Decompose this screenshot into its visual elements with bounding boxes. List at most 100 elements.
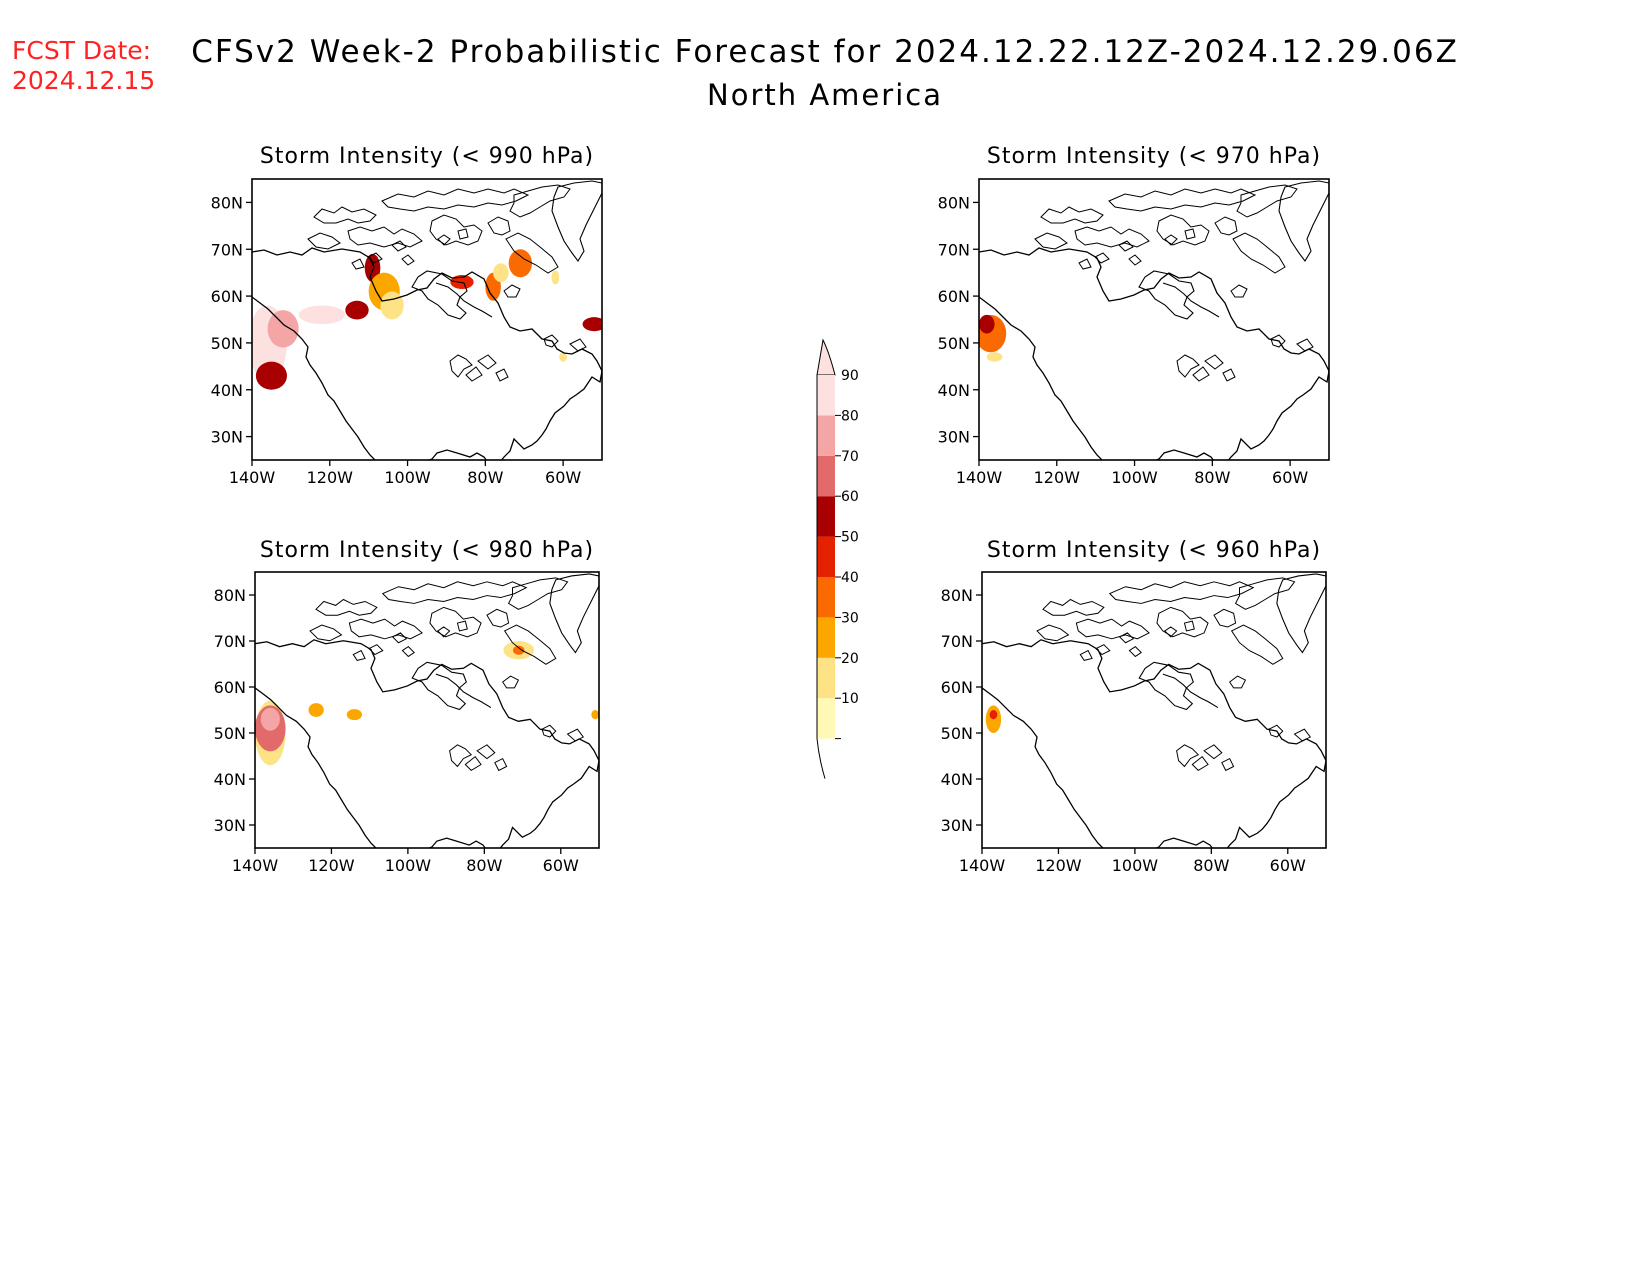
colorbar-label: 20 bbox=[841, 651, 859, 667]
lon-tick-label: 120W bbox=[307, 468, 354, 487]
probability-shading bbox=[255, 705, 286, 752]
map-frame bbox=[981, 571, 1327, 849]
probability-shading bbox=[513, 645, 525, 655]
lon-tick-label: 60W bbox=[545, 468, 581, 487]
probability-shading bbox=[252, 305, 287, 381]
lat-tick-label: 60N bbox=[214, 678, 246, 697]
lat-tick-label: 80N bbox=[941, 586, 973, 605]
lon-tick-label: 120W bbox=[1035, 856, 1082, 875]
fcst-label: FCST Date: bbox=[12, 36, 152, 65]
colorbar: 10 20 30 40 50 60 70 80 90 bbox=[816, 338, 859, 779]
lon-tick-label: 120W bbox=[308, 856, 355, 875]
lon-tick-label: 60W bbox=[543, 856, 579, 875]
lat-tick-label: 70N bbox=[211, 240, 243, 259]
colorbar-bottom-cap bbox=[816, 738, 826, 779]
lat-tick-label: 80N bbox=[938, 193, 970, 212]
map-frame bbox=[251, 178, 603, 461]
map-panel: Storm Intensity (< 970 hPa) 80N 70N 60N 50N 4… bbox=[938, 144, 1330, 487]
probability-shading bbox=[380, 291, 404, 320]
lat-tick-label: 70N bbox=[938, 240, 970, 259]
probability-shading bbox=[582, 317, 602, 332]
lat-tick-label: 30N bbox=[941, 816, 973, 835]
probability-shading bbox=[986, 352, 1003, 362]
panel-title: Storm Intensity (< 960 hPa) bbox=[987, 538, 1321, 563]
probability-shading bbox=[979, 314, 995, 334]
probability-shading bbox=[989, 710, 998, 720]
probability-shading bbox=[450, 275, 474, 290]
colorbar-label: 30 bbox=[841, 610, 859, 626]
colorbar-label: 60 bbox=[841, 489, 859, 505]
map-panel: Storm Intensity (< 990 hPa) 80N 70N 60N 50N 4… bbox=[211, 144, 603, 487]
map-frame bbox=[978, 178, 1330, 461]
probability-shading bbox=[979, 314, 1007, 353]
probability-shading bbox=[346, 709, 363, 721]
colorbar-swatch bbox=[817, 577, 835, 618]
colorbar-label: 40 bbox=[841, 570, 859, 586]
probability-shading bbox=[345, 300, 369, 320]
colorbar-label: 90 bbox=[841, 368, 859, 384]
probability-shading bbox=[503, 641, 535, 660]
coastline bbox=[255, 573, 599, 848]
coastline bbox=[979, 180, 1329, 460]
map-panel: Storm Intensity (< 980 hPa) 80N 70N 60N 50N 4… bbox=[214, 538, 600, 875]
lat-tick-label: 40N bbox=[941, 770, 973, 789]
colorbar-swatch bbox=[817, 698, 835, 739]
lat-tick-label: 50N bbox=[938, 334, 970, 353]
map-panel: Storm Intensity (< 960 hPa) 80N 70N 60N 50N 4… bbox=[941, 538, 1327, 875]
lat-tick-label: 80N bbox=[211, 193, 243, 212]
lon-tick-label: 140W bbox=[229, 468, 276, 487]
probability-shading bbox=[298, 305, 346, 325]
probability-shading bbox=[255, 361, 287, 390]
lat-tick-label: 60N bbox=[938, 287, 970, 306]
colorbar-swatch bbox=[817, 415, 835, 456]
lon-tick-label: 100W bbox=[1111, 468, 1158, 487]
lon-tick-label: 80W bbox=[1194, 468, 1230, 487]
colorbar-swatch bbox=[817, 375, 835, 416]
colorbar-top-cap bbox=[816, 338, 836, 376]
probability-shading bbox=[591, 710, 599, 720]
probability-shading bbox=[551, 270, 560, 285]
lat-tick-label: 80N bbox=[214, 586, 246, 605]
fcst-date: 2024.12.15 bbox=[12, 66, 156, 95]
lat-tick-label: 70N bbox=[214, 632, 246, 651]
lat-tick-label: 30N bbox=[938, 428, 970, 447]
lat-tick-label: 50N bbox=[214, 724, 246, 743]
page-title: CFSv2 Week-2 Probabilistic Forecast for … bbox=[191, 34, 1459, 70]
lat-tick-label: 50N bbox=[941, 724, 973, 743]
colorbar-label: 50 bbox=[841, 530, 859, 546]
probability-shading bbox=[255, 700, 286, 766]
colorbar-label: 70 bbox=[841, 449, 859, 465]
probability-shading bbox=[485, 272, 501, 301]
lon-tick-label: 140W bbox=[232, 856, 279, 875]
lon-tick-label: 100W bbox=[1112, 856, 1159, 875]
lon-tick-label: 140W bbox=[959, 856, 1006, 875]
colorbar-swatch bbox=[817, 617, 835, 658]
colorbar-swatch bbox=[817, 455, 835, 497]
page-subtitle: North America bbox=[707, 78, 943, 112]
lat-tick-label: 50N bbox=[211, 334, 243, 353]
probability-shading bbox=[493, 263, 509, 283]
lon-tick-label: 60W bbox=[1270, 856, 1306, 875]
coastline bbox=[982, 573, 1326, 848]
probability-shading bbox=[985, 705, 1002, 733]
colorbar-label: 80 bbox=[841, 408, 859, 424]
probability-shading bbox=[508, 249, 532, 278]
probability-shading bbox=[368, 272, 400, 311]
lon-tick-label: 60W bbox=[1272, 468, 1308, 487]
lat-tick-label: 60N bbox=[211, 287, 243, 306]
probability-shading bbox=[260, 707, 280, 731]
lon-tick-label: 100W bbox=[384, 468, 431, 487]
lat-tick-label: 40N bbox=[214, 770, 246, 789]
lon-tick-label: 80W bbox=[1193, 856, 1229, 875]
colorbar-swatch bbox=[817, 657, 835, 699]
panel-title: Storm Intensity (< 990 hPa) bbox=[260, 144, 594, 169]
lat-tick-label: 30N bbox=[214, 816, 246, 835]
probability-shading bbox=[559, 352, 567, 362]
lat-tick-label: 30N bbox=[211, 428, 243, 447]
lat-tick-label: 60N bbox=[941, 678, 973, 697]
colorbar-label: 10 bbox=[841, 691, 859, 707]
probability-shading bbox=[308, 703, 324, 717]
lat-tick-label: 70N bbox=[941, 632, 973, 651]
colorbar-swatch bbox=[817, 536, 835, 577]
